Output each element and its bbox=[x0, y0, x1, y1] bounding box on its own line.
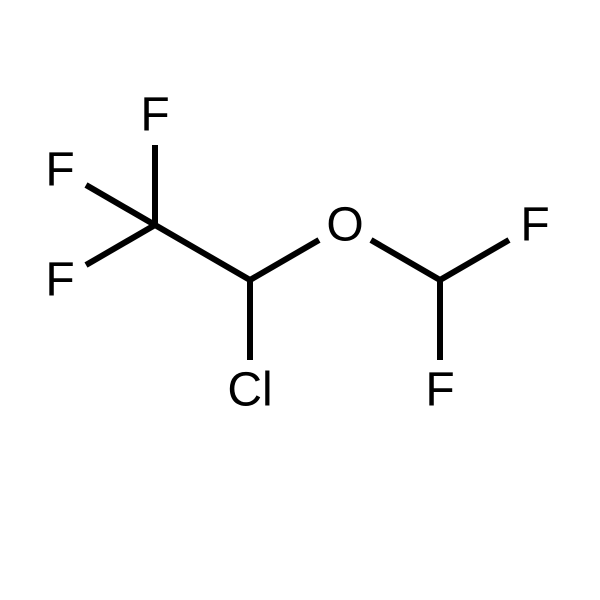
bond-O-C3 bbox=[371, 240, 440, 280]
bond-C1-F2 bbox=[86, 185, 155, 225]
bond-C1-F3 bbox=[86, 225, 155, 265]
bond-C2-O bbox=[250, 240, 319, 280]
atom-label-O: O bbox=[326, 199, 363, 252]
atom-label-F4: F bbox=[425, 364, 454, 417]
bond-C1-C2 bbox=[155, 225, 250, 280]
bonds-group bbox=[86, 145, 509, 360]
atom-label-F2: F bbox=[45, 144, 74, 197]
atom-label-F1: F bbox=[140, 89, 169, 142]
bond-C3-F5 bbox=[440, 240, 509, 280]
atom-label-Cl: Cl bbox=[227, 364, 272, 417]
atom-label-F5: F bbox=[520, 199, 549, 252]
chemical-structure-diagram: O F F F Cl F F bbox=[0, 0, 600, 600]
atom-label-F3: F bbox=[45, 254, 74, 307]
